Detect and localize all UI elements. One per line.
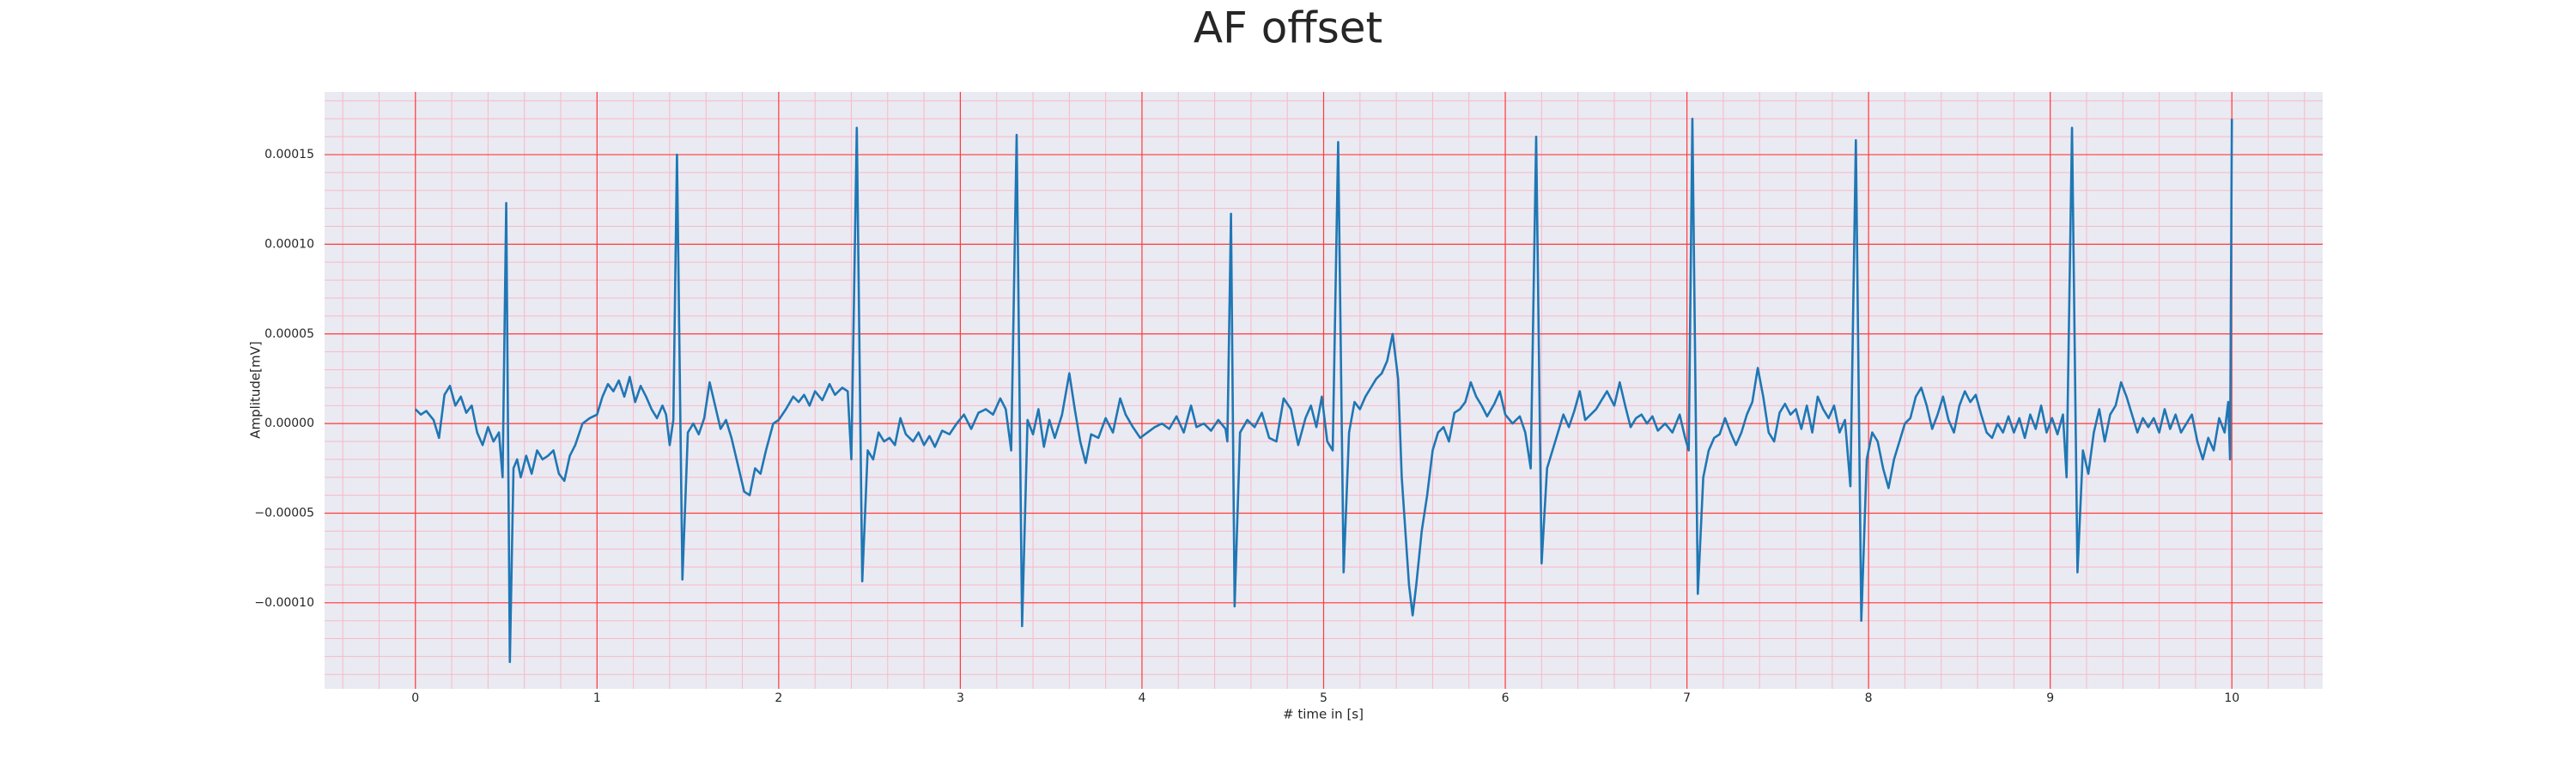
x-axis-label: # time in [s] — [1283, 707, 1364, 722]
x-tick-label: 10 — [2224, 691, 2239, 705]
x-tick-label: 5 — [1320, 691, 1327, 705]
x-tick-label: 1 — [593, 691, 601, 705]
y-tick-label: 0.00010 — [264, 237, 314, 251]
y-axis-label: Amplitude[mV] — [248, 341, 264, 438]
x-tick-label: 3 — [957, 691, 964, 705]
y-tick-label: 0.00000 — [264, 417, 314, 430]
x-tick-label: 0 — [411, 691, 419, 705]
x-tick-label: 9 — [2046, 691, 2054, 705]
x-tick-label: 8 — [1865, 691, 1873, 705]
chart-title: AF offset — [1194, 3, 1382, 53]
x-tick-label: 2 — [775, 691, 782, 705]
y-tick-label: 0.00015 — [264, 148, 314, 161]
x-tick-label: 4 — [1138, 691, 1145, 705]
y-tick-label: −0.00005 — [254, 506, 314, 520]
signal-line — [414, 118, 2233, 663]
y-tick-label: −0.00010 — [254, 596, 314, 610]
x-tick-label: 7 — [1683, 691, 1691, 705]
y-tick-label: 0.00005 — [264, 327, 314, 341]
x-tick-label: 6 — [1502, 691, 1510, 705]
